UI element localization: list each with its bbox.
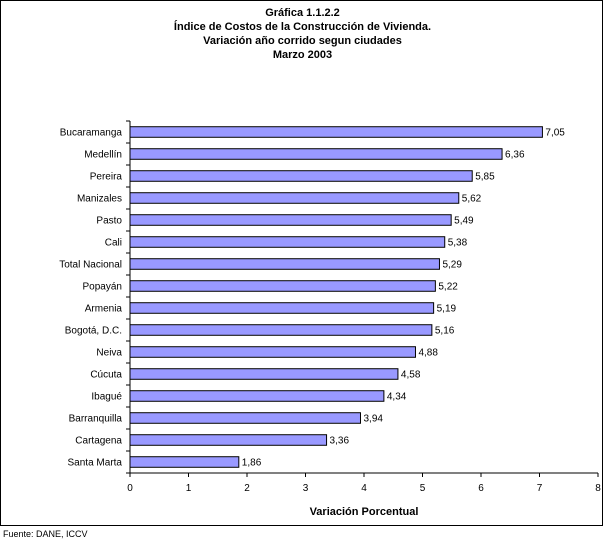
category-label: Bogotá, D.C.: [65, 326, 122, 337]
value-label: 3,36: [330, 436, 350, 447]
value-label: 4,88: [418, 348, 438, 359]
category-label: Popayán: [83, 282, 122, 293]
bar: [129, 258, 440, 270]
category-label: Total Nacional: [59, 260, 122, 271]
bar: [129, 368, 399, 380]
bar: [129, 148, 503, 160]
x-tick-label: 1: [186, 483, 192, 494]
x-axis-label: Variación Porcentual: [310, 506, 419, 518]
bar: [129, 390, 385, 402]
value-label: 4,34: [387, 392, 407, 403]
value-label: 7,05: [545, 128, 565, 139]
source-note: Fuente: DANE, ICCV: [3, 529, 88, 539]
x-tick-label: 7: [537, 483, 543, 494]
value-label: 5,49: [454, 216, 474, 227]
value-label: 3,94: [363, 414, 383, 425]
category-label: Santa Marta: [68, 458, 123, 469]
bar: [129, 192, 460, 204]
category-label: Bucaramanga: [60, 128, 123, 139]
bar: [129, 456, 240, 468]
bar: [129, 324, 433, 336]
category-label: Cúcuta: [90, 370, 122, 381]
value-label: 1,86: [242, 458, 262, 469]
category-label: Barranquilla: [69, 414, 123, 425]
value-label: 5,22: [438, 282, 458, 293]
category-label: Medellín: [84, 150, 122, 161]
chart-title-line-4: Marzo 2003: [272, 49, 333, 61]
bar: [129, 170, 473, 182]
x-tick-label: 2: [244, 483, 250, 494]
category-label: Cali: [105, 238, 122, 249]
x-tick-label: 6: [478, 483, 484, 494]
value-label: 5,38: [448, 238, 468, 249]
x-tick-label: 0: [127, 483, 133, 494]
bar: [129, 346, 416, 358]
value-label: 5,19: [437, 304, 457, 315]
bar: [129, 214, 452, 226]
category-label: Manizales: [77, 194, 122, 205]
bar: [129, 434, 328, 446]
chart-title-line-3: Variación año corrido segun ciudades: [203, 35, 402, 47]
value-label: 5,16: [435, 326, 455, 337]
category-label: Cartagena: [75, 436, 122, 447]
bar: [129, 126, 543, 138]
value-label: 5,62: [462, 194, 482, 205]
bar: [129, 280, 436, 292]
category-label: Pereira: [90, 172, 123, 183]
x-tick-label: 5: [420, 483, 426, 494]
value-label: 5,85: [475, 172, 495, 183]
category-label: Armenia: [85, 304, 123, 315]
chart-title-line-1: Gráfica 1.1.2.2: [265, 7, 340, 19]
bar: [129, 302, 435, 314]
x-tick-label: 8: [595, 483, 601, 494]
category-label: Neiva: [96, 348, 122, 359]
value-label: 5,29: [442, 260, 462, 271]
x-tick-label: 3: [303, 483, 309, 494]
bar: [129, 412, 361, 424]
category-label: Ibagué: [91, 392, 122, 403]
bar: [129, 236, 446, 248]
chart-frame: [0, 0, 603, 526]
value-label: 6,36: [505, 150, 525, 161]
category-label: Pasto: [96, 216, 122, 227]
chart-title-line-2: Índice de Costos de la Construcción de V…: [173, 21, 432, 33]
value-label: 4,58: [401, 370, 421, 381]
x-tick-label: 4: [361, 483, 367, 494]
